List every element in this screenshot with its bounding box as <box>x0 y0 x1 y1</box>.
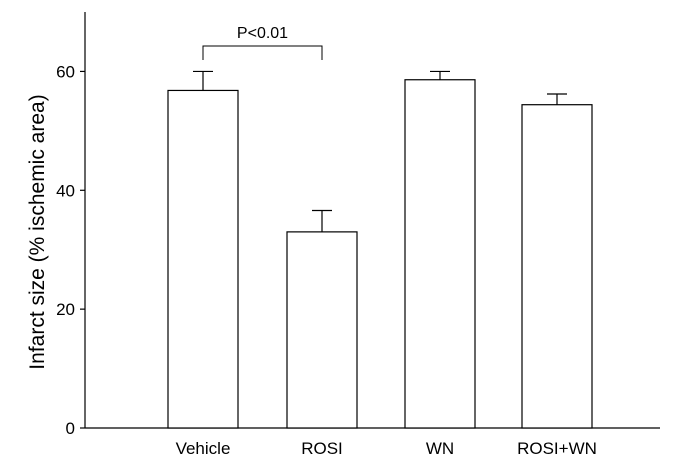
y-tick-label: 20 <box>56 300 75 319</box>
significance-bracket <box>202 45 323 60</box>
error-bars <box>193 70 567 232</box>
bar-rosi <box>286 231 358 429</box>
bar-wn <box>404 79 476 429</box>
category-label: ROSI <box>301 439 343 458</box>
y-tick-label: 0 <box>66 419 75 438</box>
bar-rosi-wn <box>521 104 593 429</box>
y-tick-label: 40 <box>56 181 75 200</box>
category-label: Vehicle <box>176 439 231 458</box>
y-tick-label: 60 <box>56 62 75 81</box>
y-axis-label: Infarct size (% ischemic area) <box>26 94 49 369</box>
category-label: WN <box>426 439 454 458</box>
category-label: ROSI+WN <box>517 439 597 458</box>
bars <box>167 79 593 429</box>
significance-annotation: P<0.01 <box>202 25 323 60</box>
significance-label: P<0.01 <box>237 25 288 42</box>
bar-vehicle <box>167 89 239 429</box>
category-labels: Vehicle ROSI WN ROSI+WN <box>176 439 597 458</box>
